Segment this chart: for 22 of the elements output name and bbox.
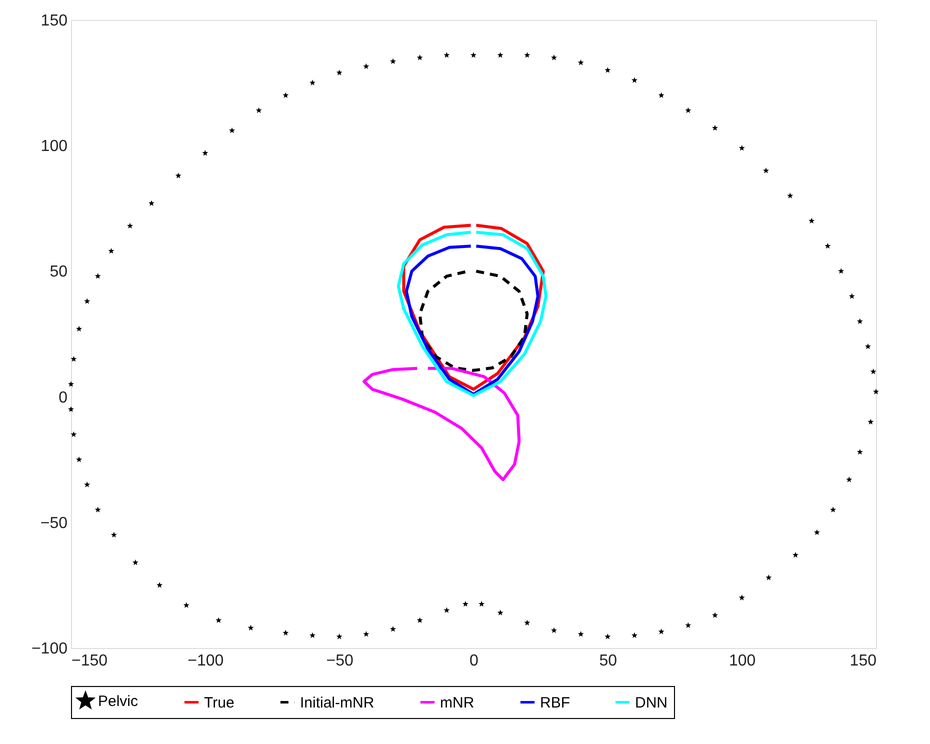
y-tick-label: 100: [40, 138, 68, 156]
y-tick-label: −50: [40, 514, 68, 532]
x-tick-label: 150: [850, 652, 877, 670]
line-series: [418, 270, 529, 372]
legend-label: mNR: [440, 694, 474, 712]
y-tick-label: −100: [31, 640, 68, 658]
x-tick-label: 0: [470, 652, 479, 670]
x-tick-label: −150: [72, 652, 108, 670]
x-tick-label: 100: [728, 652, 756, 670]
line-series: [404, 244, 540, 396]
x-tick-label: −100: [188, 652, 224, 670]
y-tick-label: 50: [50, 264, 68, 281]
line-series: [362, 366, 521, 482]
legend-label: Pelvic: [98, 692, 139, 710]
legend-label: RBF: [540, 694, 570, 712]
y-tick-label: 0: [58, 389, 68, 406]
y-tick-label: 150: [40, 12, 68, 30]
legend-label: DNN: [635, 694, 668, 712]
x-tick-label: 50: [599, 652, 618, 670]
legend-label: Initial-mNR: [300, 694, 374, 712]
x-tick-label: −50: [326, 652, 354, 670]
legend-label: True: [204, 694, 234, 712]
